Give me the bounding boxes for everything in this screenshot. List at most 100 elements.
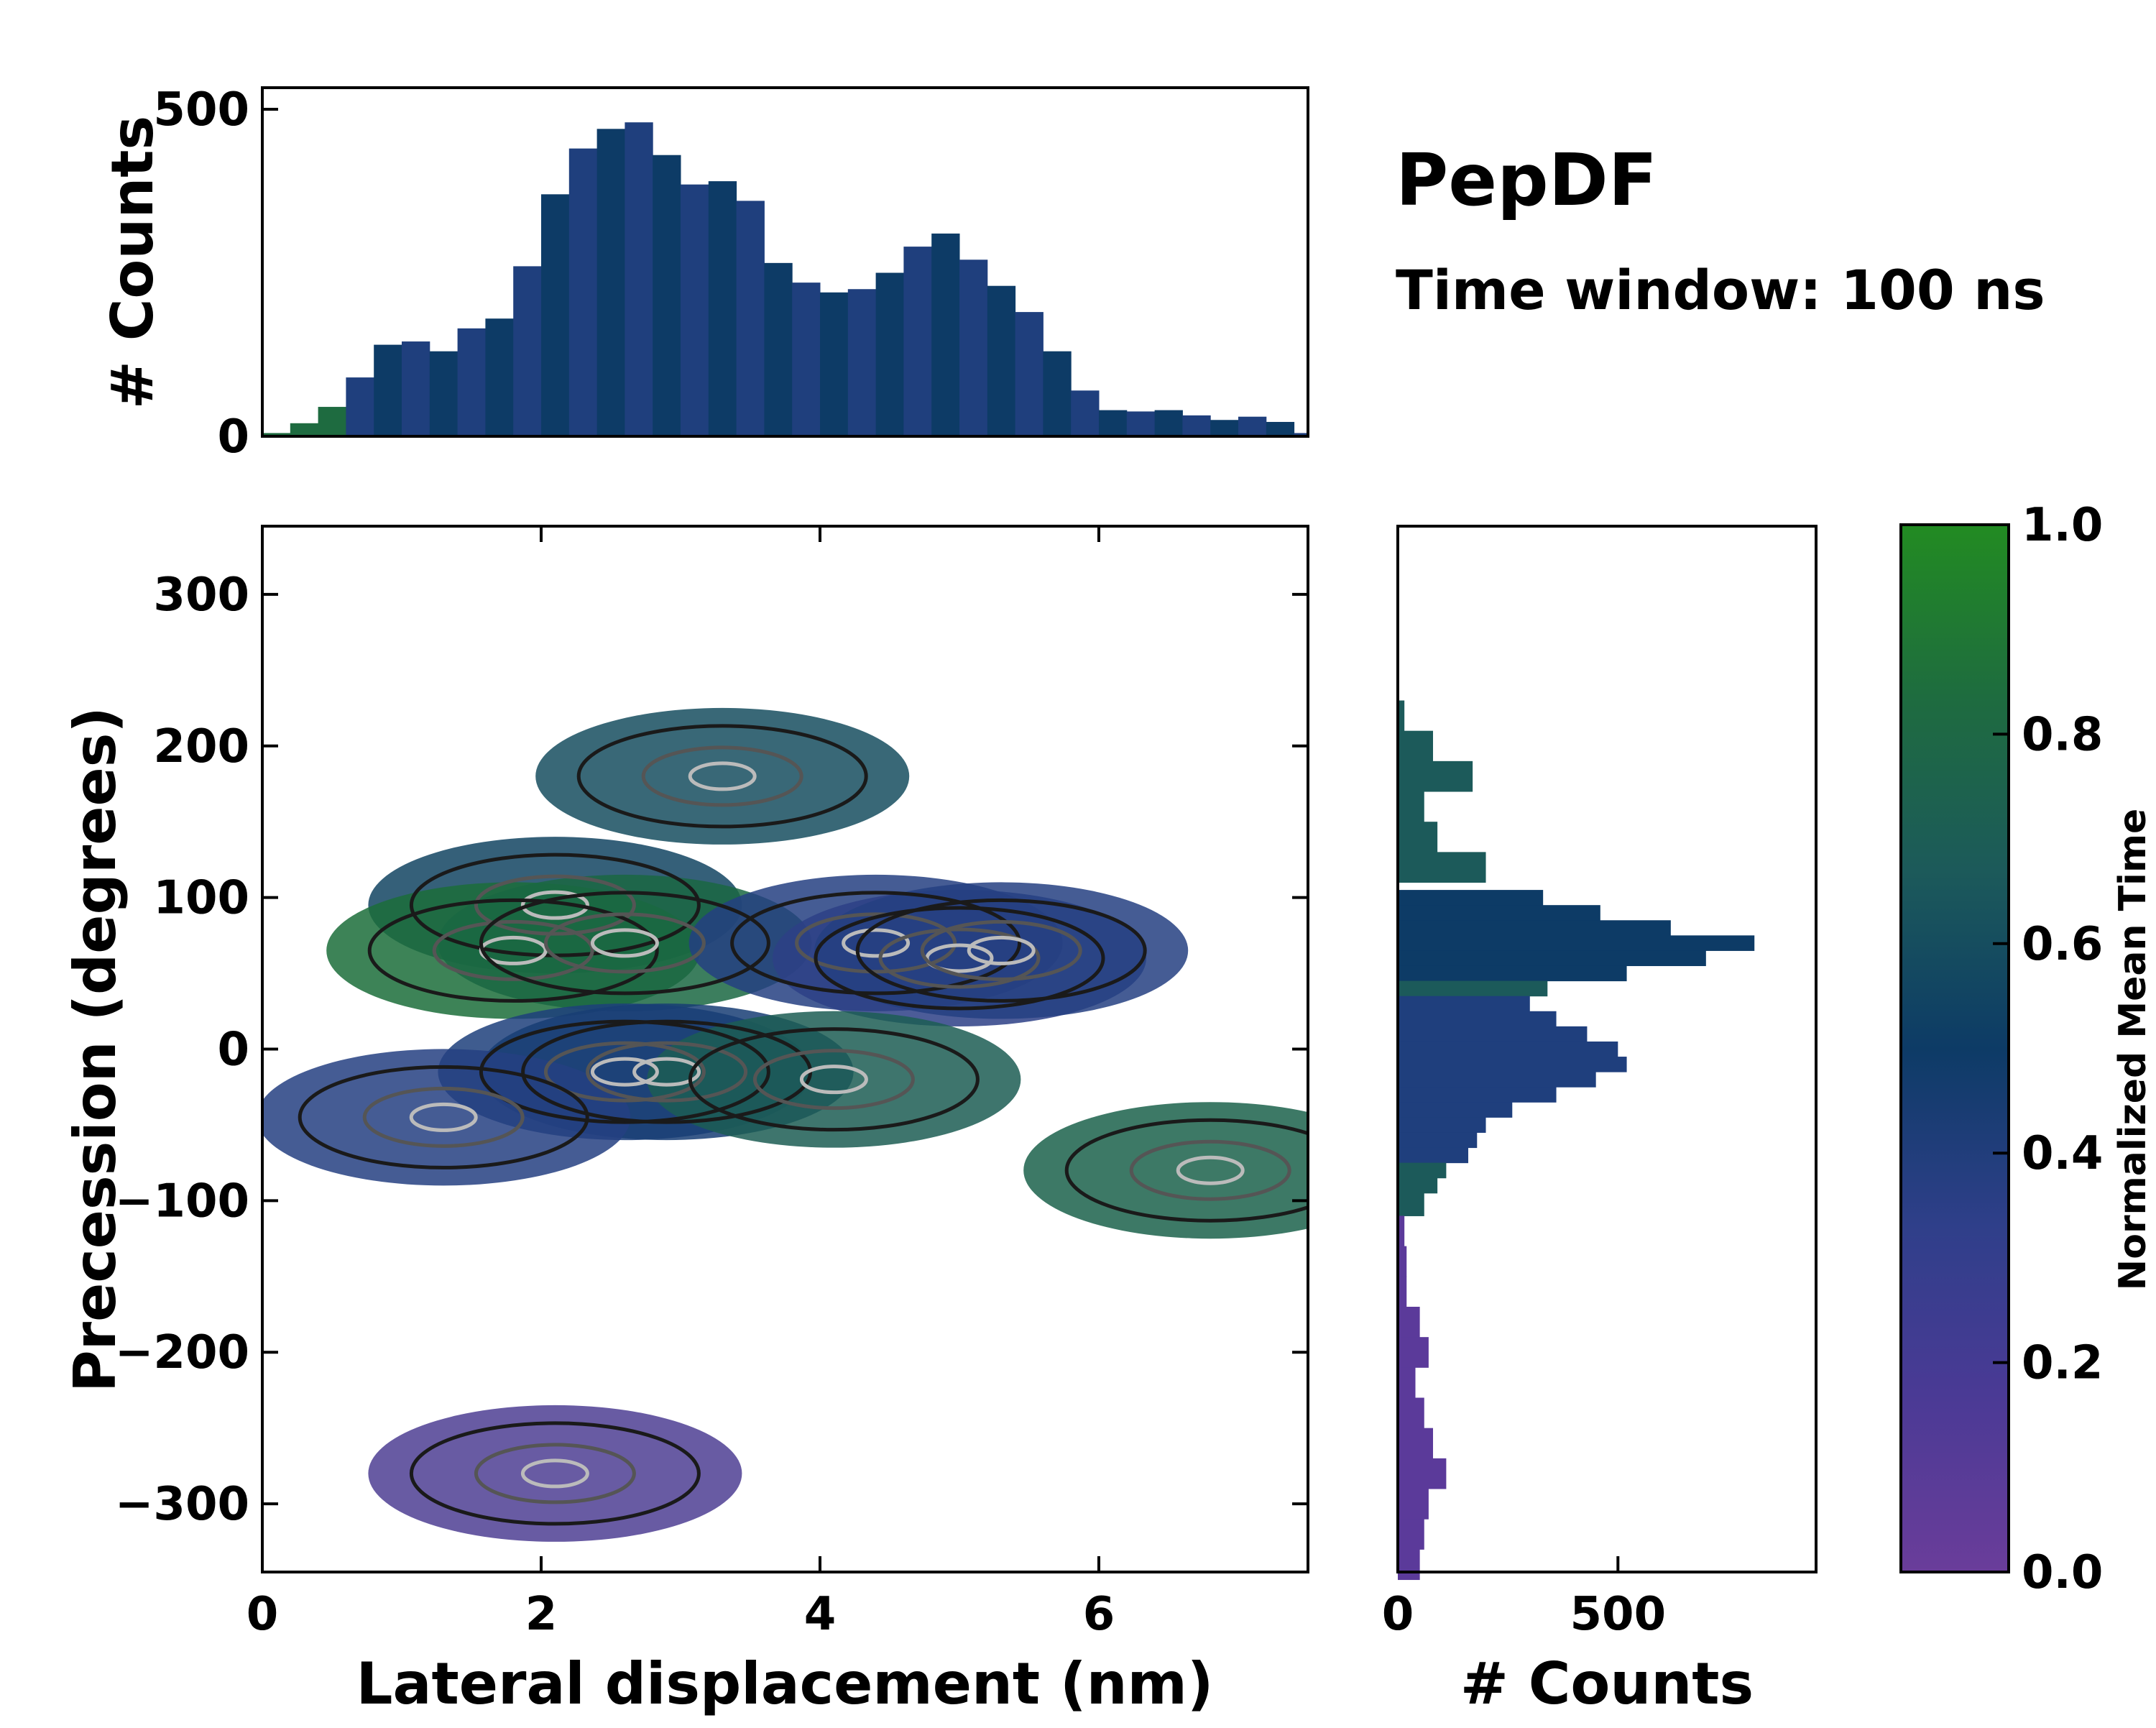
x-histogram-bar (1071, 390, 1100, 436)
chart-title: PepDF (1396, 138, 1657, 222)
y-histogram-bar (1398, 1026, 1588, 1042)
main-y-tick-label: 100 (153, 872, 249, 925)
x-histogram-bar (681, 184, 709, 436)
x-histogram-bar (1210, 420, 1239, 436)
heatmap-region (1023, 1102, 1308, 1239)
right-x-tick-label: 500 (1570, 1588, 1667, 1641)
x-histogram-bar (1043, 351, 1072, 436)
y-histogram-bar (1398, 1132, 1478, 1149)
y-histogram-bar (1398, 1397, 1424, 1429)
y-marginal-histogram-panel: 0 500 # Counts (1382, 525, 1818, 1717)
density-contour-outer (814, 906, 1105, 1011)
y-histogram-bar (1398, 935, 1755, 951)
density-contour-mid (543, 1041, 706, 1103)
x-histogram-bar (903, 247, 932, 436)
colorbar-tick-label: 0.0 (2022, 1546, 2103, 1599)
heatmap-region (535, 707, 910, 845)
x-histogram-bar (1099, 410, 1128, 436)
main-y-axis-label: Precession (degrees) (62, 707, 129, 1392)
y-histogram-bar (1398, 1337, 1429, 1368)
x-histogram-bar (346, 377, 374, 436)
y-histogram-bar (1398, 822, 1438, 852)
y-histogram-bar (1398, 1428, 1434, 1459)
density-contour-outer (855, 898, 1147, 1003)
colorbar-tick-label: 0.6 (2022, 918, 2103, 971)
x-histogram-bar (875, 272, 904, 436)
y-histogram-bar (1398, 1185, 1424, 1216)
y-histogram-bar (1398, 1489, 1429, 1520)
top-y-axis-label: # Counts (99, 116, 166, 409)
x-histogram-bar (402, 341, 430, 436)
y-histogram-bar (1398, 920, 1671, 936)
density-contour-mid (795, 912, 957, 974)
heatmap-region (262, 1049, 631, 1186)
density-contour-inner (967, 935, 1036, 965)
x-histogram-bar (1182, 415, 1211, 436)
main-y-tick-label: 0 (217, 1024, 249, 1077)
joint-distribution-panel: 0 2 4 6 300 200 100 0 −100 −200 −300 Lateral disp… (62, 525, 1309, 1717)
x-histogram-bar (931, 233, 960, 436)
main-y-tick-label: −300 (115, 1478, 249, 1531)
x-histogram-bar (708, 181, 737, 436)
density-contour-mid (474, 1443, 636, 1504)
density-contour-outer (576, 724, 868, 829)
y-histogram-bar (1398, 700, 1405, 732)
x-marginal-histogram-panel: 0 500 # Counts (99, 83, 1309, 464)
x-histogram-bar (653, 155, 681, 436)
density-contour-mid (641, 745, 803, 807)
y-histogram-bar (1398, 1102, 1513, 1118)
density-contour-inner (1176, 1155, 1245, 1185)
colorbar-tick-label: 0.4 (2022, 1127, 2103, 1180)
y-histogram-bar (1398, 1072, 1596, 1088)
x-histogram-bar (792, 282, 821, 436)
x-histogram-bar (847, 289, 877, 436)
y-histogram-bar (1398, 1246, 1407, 1277)
x-histogram-bar (541, 194, 570, 436)
y-histogram-bar (1398, 1117, 1486, 1133)
y-histogram-bar (1398, 905, 1600, 921)
density-contour-mid (474, 874, 636, 936)
colorbar-tick-label: 1.0 (2022, 499, 2103, 552)
density-contour-outer (409, 1421, 701, 1526)
density-contour-inner (520, 890, 589, 920)
y-histogram-bar (1398, 730, 1434, 762)
x-histogram-bar (568, 148, 598, 436)
density-contour-mid (362, 1086, 525, 1148)
y-histogram-bar (1398, 1367, 1416, 1398)
y-histogram-bar (1398, 1041, 1618, 1057)
density-contour-outer (479, 1019, 770, 1124)
density-contour-outer (1064, 1118, 1308, 1223)
heatmap-region (368, 1405, 742, 1542)
main-x-axis-label: Lateral displacement (nm) (356, 1650, 1214, 1717)
chart-subtitle: Time window: 100 ns (1396, 258, 2045, 322)
y-histogram-bar (1398, 890, 1544, 906)
x-histogram-bar (820, 292, 849, 436)
colorbar-gradient (1899, 523, 2010, 1573)
y-histogram-bar (1398, 1147, 1469, 1164)
x-histogram-bar (262, 433, 291, 436)
x-histogram-bar (429, 351, 459, 436)
x-histogram-bar (1266, 421, 1295, 436)
x-histogram-bar (374, 344, 402, 436)
density-contour-outer (479, 891, 770, 996)
main-y-tick-label: 200 (153, 720, 249, 773)
x-histogram-bar (457, 328, 486, 436)
colorbar-tick-label: 0.2 (2022, 1337, 2103, 1390)
colorbar-tick-label: 0.8 (2022, 708, 2103, 761)
density-contour-inner (520, 1458, 589, 1489)
density-contour-mid (543, 912, 706, 974)
x-histogram-bar (987, 285, 1016, 436)
y-histogram-bar (1398, 1549, 1420, 1581)
y-histogram-bar (1398, 950, 1706, 967)
density-contour-mid (920, 919, 1082, 981)
density-contour-mid (752, 1049, 915, 1111)
right-plot-frame (1396, 525, 1818, 1573)
density-contour-inner (632, 1057, 701, 1087)
y-histogram-bar (1398, 965, 1627, 982)
y-histogram-bar (1398, 791, 1424, 822)
main-x-tick-label: 6 (1083, 1588, 1115, 1641)
x-histogram-bar (736, 201, 765, 436)
main-y-tick-label: −100 (115, 1175, 249, 1228)
